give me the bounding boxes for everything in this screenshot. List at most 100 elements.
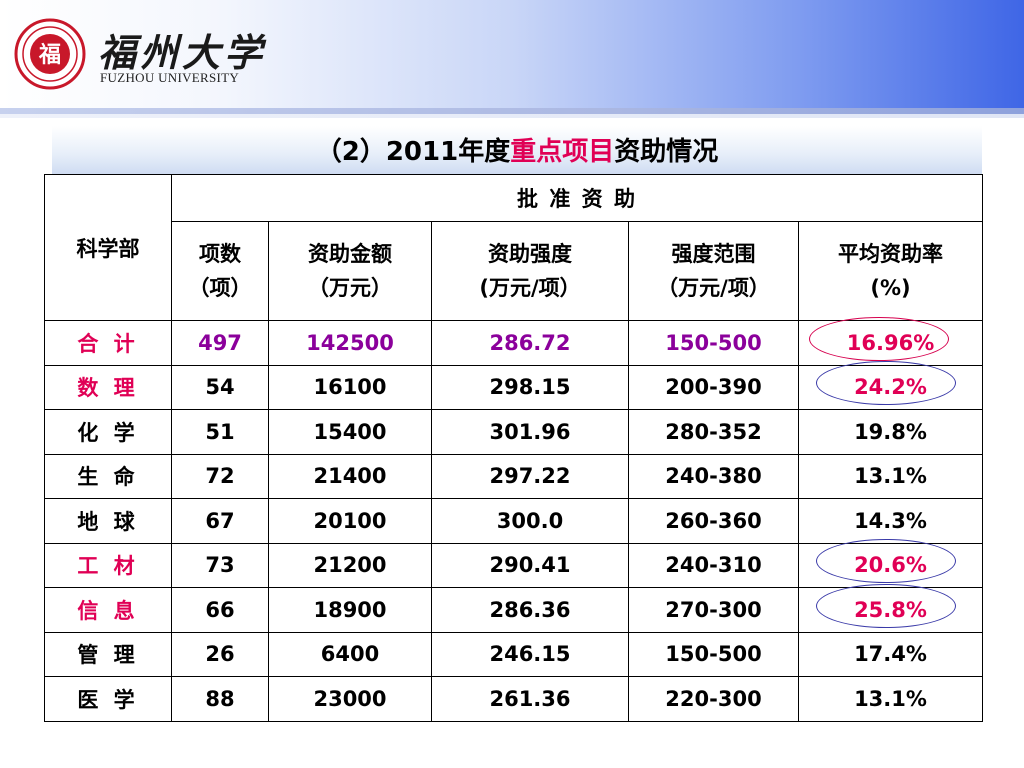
rate-value: 14.3%: [854, 508, 927, 533]
cell-range: 260-360: [628, 498, 799, 544]
cell-amount: 23000: [268, 676, 432, 722]
university-seal-icon: 福: [14, 18, 86, 90]
cell-count: 66: [171, 587, 269, 633]
cell-amount: 20100: [268, 498, 432, 544]
cell-rate: 24.2%: [798, 361, 983, 410]
cell-intensity: 301.96: [431, 409, 629, 455]
cell-rate: 20.6%: [798, 539, 983, 588]
highlight-ring: [808, 316, 949, 361]
cell-intensity: 286.36: [431, 587, 629, 633]
cell-intensity: 286.72: [431, 320, 629, 366]
cell-count: 73: [171, 542, 269, 588]
col-header-line2: （项）: [188, 276, 252, 300]
col-header-line1: 资助金额: [308, 242, 392, 266]
table-row: 管 理 26 6400 246.15 150-500 17.4%: [44, 631, 983, 677]
rate-value-wrap: 24.2%: [816, 361, 957, 406]
highlight-ring: [816, 361, 957, 406]
cell-range: 200-390: [628, 364, 799, 410]
header-banner: [0, 0, 1024, 108]
header-divider-light: [0, 114, 1024, 118]
cell-intensity: 261.36: [431, 676, 629, 722]
rate-value-wrap: 14.3%: [854, 509, 927, 533]
rate-value-wrap: 20.6%: [816, 539, 957, 584]
cell-count: 88: [171, 676, 269, 722]
title-highlight: 重点项目: [510, 137, 615, 167]
rate-value-wrap: 17.4%: [854, 642, 927, 666]
rate-value-wrap: 16.96%: [808, 316, 949, 361]
university-name-en: FUZHOU UNIVERSITY: [100, 70, 240, 85]
group-header-approved: 批 准 资 助: [171, 174, 983, 222]
rate-value: 13.1%: [854, 464, 927, 489]
cell-range: 240-380: [628, 453, 799, 499]
table-row: 医 学 88 23000 261.36 220-300 13.1%: [44, 676, 983, 722]
rate-value-wrap: 13.1%: [854, 687, 927, 711]
rate-value-wrap: 13.1%: [854, 464, 927, 488]
cell-count: 497: [171, 320, 269, 366]
table-row: 信 息 66 18900 286.36 270-300 25.8%: [44, 583, 983, 633]
col-header-line1: 资助强度: [488, 242, 572, 266]
row-dept: 工 材: [44, 542, 172, 588]
title-prefix: （2）2011年度: [315, 137, 511, 167]
table-row: 工 材 73 21200 290.41 240-310 20.6%: [44, 539, 983, 588]
cell-amount: 142500: [268, 320, 432, 366]
cell-intensity: 300.0: [431, 498, 629, 544]
cell-rate: 25.8%: [798, 583, 983, 633]
table-row: 生 命 72 21400 297.22 240-380 13.1%: [44, 453, 983, 499]
cell-rate: 14.3%: [798, 498, 983, 544]
cell-intensity: 246.15: [431, 631, 629, 677]
rate-value: 13.1%: [854, 686, 927, 711]
cell-amount: 16100: [268, 364, 432, 410]
cell-intensity: 290.41: [431, 542, 629, 588]
cell-intensity: 297.22: [431, 453, 629, 499]
table-row: 合 计 497 142500 286.72 150-500 16.96%: [44, 316, 983, 366]
table-row: 数 理 54 16100 298.15 200-390 24.2%: [44, 361, 983, 410]
title-band: [52, 126, 982, 174]
rate-value-wrap: 19.8%: [854, 420, 927, 444]
cell-intensity: 298.15: [431, 364, 629, 410]
row-dept: 化 学: [44, 409, 172, 455]
rate-value: 17.4%: [854, 642, 927, 667]
col-header-line2: （万元）: [308, 276, 392, 300]
row-dept: 地 球: [44, 498, 172, 544]
col-header-0: 项数 （项）: [171, 221, 269, 321]
col-header-line2: (万元/项）: [479, 276, 581, 300]
cell-amount: 21200: [268, 542, 432, 588]
row-dept: 管 理: [44, 631, 172, 677]
row-dept: 合 计: [44, 320, 172, 366]
col-header-line1: 项数: [199, 242, 241, 266]
cell-amount: 21400: [268, 453, 432, 499]
rate-value-wrap: 25.8%: [816, 583, 957, 628]
cell-range: 280-352: [628, 409, 799, 455]
cell-rate: 13.1%: [798, 676, 983, 722]
col-header-4: 平均资助率 (%): [798, 221, 983, 321]
page-title: （2）2011年度重点项目资助情况: [52, 132, 982, 172]
col-header-1: 资助金额 （万元）: [268, 221, 432, 321]
cell-range: 240-310: [628, 542, 799, 588]
table-row: 地 球 67 20100 300.0 260-360 14.3%: [44, 498, 983, 544]
cell-rate: 19.8%: [798, 409, 983, 455]
cell-count: 26: [171, 631, 269, 677]
col-header-line2: （万元/项）: [657, 276, 770, 300]
col-header-2: 资助强度 (万元/项）: [431, 221, 629, 321]
university-name-cn: 福州大学: [98, 30, 267, 75]
cell-range: 150-500: [628, 631, 799, 677]
cell-count: 67: [171, 498, 269, 544]
highlight-ring: [816, 539, 957, 584]
seal-char: 福: [38, 42, 61, 68]
col-header-line2: (%): [870, 276, 911, 300]
cell-count: 72: [171, 453, 269, 499]
cell-rate: 16.96%: [798, 316, 983, 366]
table-row: 化 学 51 15400 301.96 280-352 19.8%: [44, 409, 983, 455]
row-dept: 医 学: [44, 676, 172, 722]
col-header-3: 强度范围 （万元/项）: [628, 221, 799, 321]
cell-rate: 13.1%: [798, 453, 983, 499]
header-divider: [0, 108, 1024, 114]
cell-range: 220-300: [628, 676, 799, 722]
highlight-ring: [816, 583, 957, 628]
cell-rate: 17.4%: [798, 631, 983, 677]
cell-range: 270-300: [628, 587, 799, 633]
cell-count: 54: [171, 364, 269, 410]
row-dept: 数 理: [44, 364, 172, 410]
col-header-line1: 平均资助率: [838, 242, 943, 266]
cell-range: 150-500: [628, 320, 799, 366]
